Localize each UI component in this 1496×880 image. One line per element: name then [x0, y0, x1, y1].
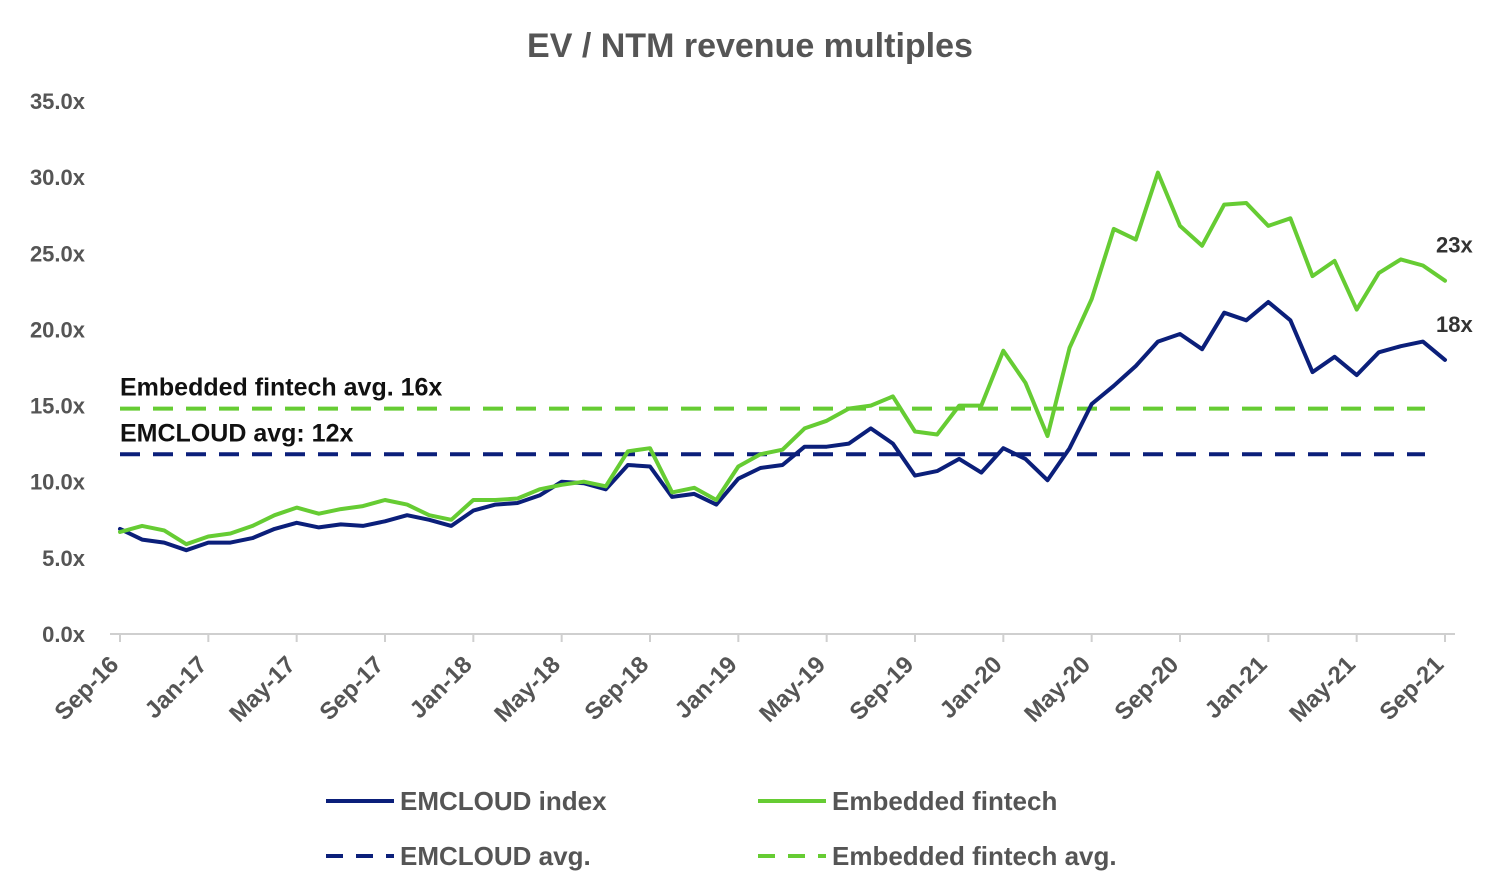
series-lines: [118, 170, 1447, 553]
x-tick-label: Sep-20: [1109, 651, 1184, 726]
legend-label: EMCLOUD index: [400, 786, 607, 816]
x-tick-label: May-17: [224, 651, 301, 728]
y-tick-label: 35.0x: [30, 89, 86, 114]
series-end-label: 23x: [1436, 233, 1473, 258]
x-tick-label: Sep-19: [844, 651, 919, 726]
x-tick-label: May-19: [754, 651, 831, 728]
y-tick-label: 0.0x: [42, 622, 86, 647]
x-axis: Sep-16 Jan-17 May-17 Sep-17 Jan-18 May-18 Sep-…: [49, 633, 1455, 728]
series-line: [118, 300, 1447, 553]
y-tick-label: 25.0x: [30, 241, 86, 266]
legend-label: Embedded fintech avg.: [832, 841, 1117, 871]
x-tick-label: Jan-17: [140, 651, 213, 724]
legend-label: EMCLOUD avg.: [400, 841, 591, 871]
y-tick-label: 10.0x: [30, 470, 86, 495]
legend: EMCLOUD index Embedded fintech EMCLOUD avg…: [326, 786, 1117, 871]
avg-annotation: Embedded fintech avg. 16x: [120, 374, 442, 402]
legend-item: Embedded fintech: [758, 786, 1057, 816]
x-tick-label: Jan-20: [935, 651, 1008, 724]
x-tick-label: May-18: [489, 651, 566, 728]
series-end-label: 18x: [1436, 312, 1473, 337]
series-line: [118, 170, 1447, 547]
avg-annotation: EMCLOUD avg: 12x: [120, 419, 353, 447]
annotations: EMCLOUD avg: 12x Embedded fintech avg. 16…: [120, 233, 1473, 448]
legend-label: Embedded fintech: [832, 786, 1057, 816]
x-tick-label: Jan-19: [670, 651, 743, 724]
x-tick-label: May-20: [1019, 651, 1096, 728]
x-tick-label: Jan-18: [405, 651, 478, 724]
y-tick-label: 20.0x: [30, 317, 86, 342]
x-tick-label: May-21: [1284, 651, 1361, 728]
x-tick-label: Sep-21: [1374, 651, 1449, 726]
legend-item: EMCLOUD avg.: [326, 841, 591, 871]
x-tick-label: Sep-17: [314, 651, 389, 726]
chart-title: EV / NTM revenue multiples: [527, 27, 973, 65]
y-tick-label: 5.0x: [42, 546, 86, 571]
x-tick-label: Sep-18: [579, 651, 654, 726]
legend-item: Embedded fintech avg.: [758, 841, 1117, 871]
y-tick-label: 15.0x: [30, 394, 86, 419]
legend-item: EMCLOUD index: [326, 786, 607, 816]
x-tick-label: Sep-16: [49, 651, 124, 726]
y-axis: 0.0x 5.0x 10.0x 15.0x 20.0x 25.0x 30.0x 35.0x: [30, 89, 86, 647]
y-tick-label: 30.0x: [30, 165, 86, 190]
x-tick-label: Jan-21: [1200, 651, 1273, 724]
average-lines: [120, 406, 1425, 457]
